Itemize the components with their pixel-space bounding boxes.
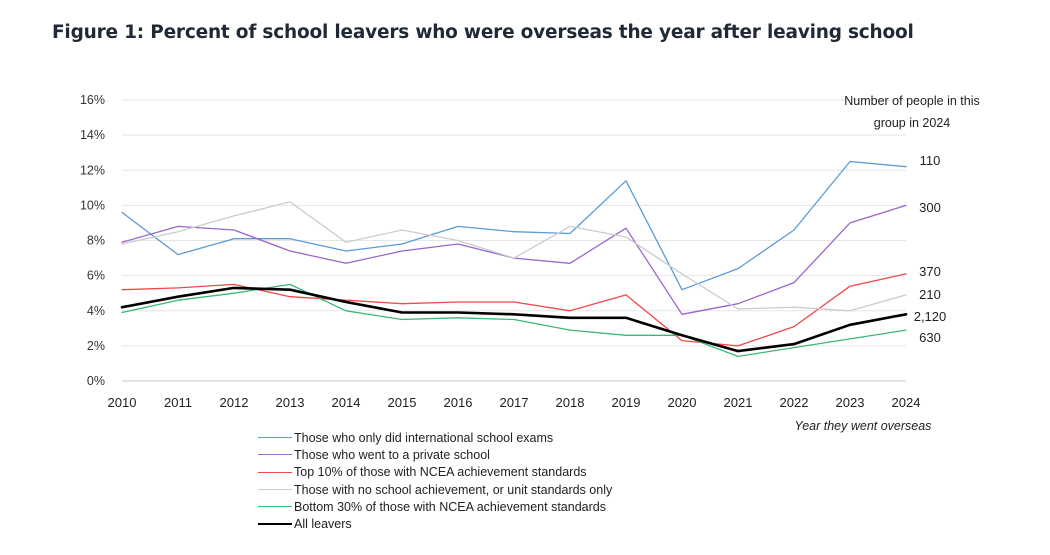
legend-swatch — [258, 523, 292, 526]
x-tick-label: 2014 — [332, 395, 361, 410]
legend: Those who only did international school … — [258, 429, 612, 533]
legend-item: Those who only did international school … — [258, 429, 612, 446]
legend-label: Those with no school achievement, or uni… — [294, 482, 613, 497]
end-label: 630 — [919, 330, 941, 345]
legend-swatch — [258, 506, 292, 508]
end-note-line-1: Number of people in this — [844, 94, 980, 108]
legend-swatch — [258, 471, 292, 473]
y-tick-label: 2% — [87, 339, 105, 353]
series-line-0 — [121, 160, 907, 291]
series-line-1 — [121, 204, 907, 315]
x-tick-label: 2016 — [444, 395, 473, 410]
end-label: 300 — [919, 200, 941, 215]
y-tick-label: 8% — [87, 234, 105, 248]
x-tick-label: 2015 — [388, 395, 417, 410]
x-tick-label: 2013 — [276, 395, 305, 410]
end-note-line-2: group in 2024 — [874, 116, 951, 130]
y-tick-label: 16% — [80, 93, 105, 107]
series-line-3 — [121, 201, 907, 312]
y-tick-label: 14% — [80, 128, 105, 142]
x-tick-label: 2021 — [724, 395, 753, 410]
legend-label: All leavers — [294, 517, 352, 532]
legend-label: Those who went to a private school — [294, 447, 490, 462]
y-tick-label: 4% — [87, 304, 105, 318]
x-tick-label: 2024 — [892, 395, 921, 410]
end-labels: 110 300 370 210 2,120 630 — [914, 153, 947, 345]
x-tick-label: 2023 — [836, 395, 865, 410]
x-tick-label: 2010 — [108, 395, 137, 410]
legend-label: Bottom 30% of those with NCEA achievemen… — [294, 499, 606, 514]
gridlines — [122, 99, 906, 382]
figure-title: Figure 1: Percent of school leavers who … — [52, 22, 914, 43]
legend-swatch — [258, 489, 292, 491]
series-lines — [120, 160, 908, 358]
x-axis-label: Year they went overseas — [795, 419, 932, 433]
y-tick-label: 6% — [87, 269, 105, 283]
x-tick-label: 2022 — [780, 395, 809, 410]
legend-item: Bottom 30% of those with NCEA achievemen… — [258, 498, 612, 515]
legend-swatch — [258, 454, 292, 456]
series-line-5 — [120, 286, 908, 353]
legend-label: Top 10% of those with NCEA achievement s… — [294, 465, 587, 480]
legend-item: Top 10% of those with NCEA achievement s… — [258, 464, 612, 481]
x-tick-label: 2019 — [612, 395, 641, 410]
y-tick-label: 10% — [80, 198, 105, 212]
legend-item: Those with no school achievement, or uni… — [258, 481, 612, 498]
end-label: 2,120 — [914, 309, 947, 324]
y-tick-label: 0% — [87, 374, 105, 388]
end-label: 110 — [920, 153, 941, 168]
end-label: 210 — [919, 287, 941, 302]
legend-item: All leavers — [258, 515, 612, 532]
x-tick-label: 2011 — [164, 395, 192, 410]
x-tick-label: 2018 — [556, 395, 585, 410]
legend-label: Those who only did international school … — [294, 430, 554, 445]
y-tick-label: 12% — [80, 163, 105, 177]
legend-swatch — [258, 437, 292, 439]
legend-item: Those who went to a private school — [258, 446, 612, 463]
x-axis-ticks: 2010 2011 2012 2013 2014 2015 2016 2017 2018 2019… — [108, 395, 921, 410]
x-tick-label: 2012 — [220, 395, 249, 410]
x-tick-label: 2017 — [500, 395, 529, 410]
x-tick-label: 2020 — [668, 395, 697, 410]
y-axis-ticks: 0% 2% 4% 6% 8% 10% 12% 14% 16% — [80, 93, 105, 388]
end-label: 370 — [919, 264, 941, 279]
series-line-4 — [121, 283, 907, 358]
